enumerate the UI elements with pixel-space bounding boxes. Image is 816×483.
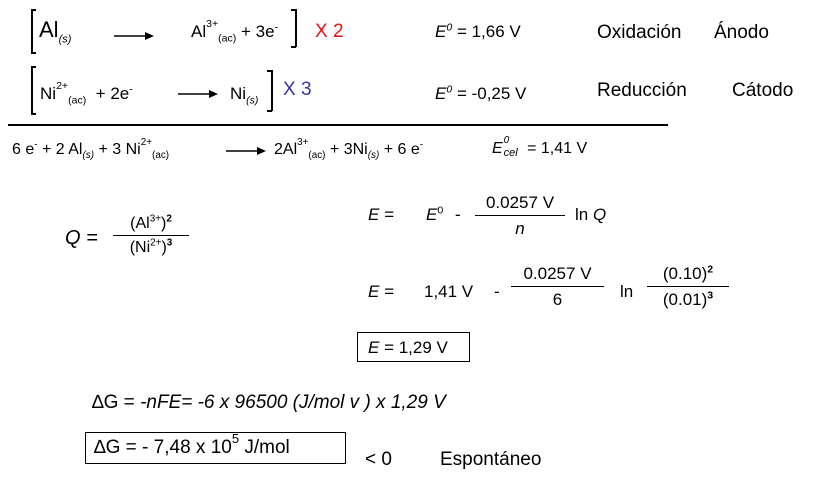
reaction2-bracket-left: [31, 66, 33, 114]
q-fraction-bar: [113, 235, 189, 237]
reaction2-product: Ni(s): [230, 84, 259, 107]
overall-products: 2Al3+(ac) + 3Ni(s) + 6 e-: [274, 136, 424, 162]
gibbs-conclusion: Espontáneo: [440, 449, 542, 470]
reaction1-process: Oxidación: [597, 22, 682, 43]
overall-reactants: 6 e- + 2 Al(s) + 3 Ni2+(ac): [12, 136, 170, 162]
nernst-sub-fraction-bar: [511, 286, 604, 288]
nernst-sub-numerator: 0.0257 V: [523, 264, 592, 283]
nernst-lhs: E =: [368, 205, 394, 224]
nernst-sub-q-numerator: (0.10)2: [662, 263, 714, 283]
reaction2-reactants: Ni2+(ac) + 2e-: [40, 80, 133, 107]
gibbs-comparison: < 0: [365, 449, 392, 470]
nernst-sub-fraction: 0.0257 V 6: [511, 264, 604, 310]
reaction2-electrode: Cátodo: [732, 80, 794, 101]
nernst-minus: -: [455, 205, 461, 224]
reaction2-process: Reducción: [597, 80, 687, 101]
reaction1-arrow: [114, 28, 154, 40]
nernst-e0: E0: [426, 204, 444, 224]
nernst-fraction: 0.0257 V n: [475, 193, 565, 239]
nernst-sub-q-denominator: (0.01)3: [662, 289, 714, 310]
reaction1-multiplier: X 2: [315, 21, 344, 42]
gibbs-formula: ∆G = -nFE= -6 x 96500 (J/mol v ) x 1,29 …: [92, 392, 446, 413]
reaction1-bracket-left-bottom: [31, 52, 36, 54]
nernst-sub-lhs: E =: [368, 282, 394, 301]
reaction1-bracket-right-bottom: [291, 46, 296, 48]
nernst-sub-ln: ln: [620, 282, 634, 301]
reaction1-reactant: Al(s): [39, 17, 72, 46]
reaction2-bracket-left-top: [31, 66, 36, 68]
reaction1-bracket-left-top: [31, 9, 36, 11]
overall-arrow: [226, 143, 266, 155]
q-denominator: (Ni2+)3: [129, 237, 173, 257]
nernst-sub-denominator: 6: [552, 290, 563, 310]
reaction2-bracket-right-bottom: [267, 110, 272, 112]
reaction2-arrow: [178, 86, 218, 98]
overall-cell-potential: E 0 cel = 1,41 V: [492, 135, 588, 159]
nernst-sub-minus: -: [494, 282, 500, 301]
nernst-sub-value: 1,41 V: [424, 282, 474, 301]
q-label: Q =: [65, 227, 98, 249]
reaction1-potential: E0 = 1,66 V: [435, 21, 521, 41]
sum-divider-line: [8, 124, 668, 126]
nernst-numerator: 0.0257 V: [485, 193, 555, 212]
reaction2-potential: E0 = -0,25 V: [435, 83, 527, 103]
gibbs-result-box: ∆G = - 7,48 x 105 J/mol: [85, 432, 346, 464]
q-numerator: (Al3+)2: [130, 213, 172, 232]
reaction1-products: Al3+(ac) + 3e-: [191, 18, 279, 45]
reaction1-electrode: Ánodo: [714, 22, 769, 43]
q-fraction: (Al3+)2 (Ni2+)3: [113, 213, 189, 257]
reaction1-bracket-right: [295, 9, 297, 47]
nernst-denominator: n: [515, 219, 525, 239]
reaction2-bracket-right: [271, 70, 273, 111]
nernst-fraction-bar: [475, 215, 565, 217]
reaction2-bracket-right-top: [267, 70, 272, 72]
reaction2-bracket-left-bottom: [31, 113, 36, 115]
reaction2-multiplier: X 3: [283, 79, 312, 100]
nernst-sub-q-fraction: (0.10)2 (0.01)3: [647, 264, 729, 310]
reaction1-bracket-left: [31, 9, 33, 53]
nernst-sub-q-fraction-bar: [647, 286, 729, 288]
reaction1-bracket-right-top: [291, 9, 296, 11]
nernst-ln-q: ln Q: [575, 205, 607, 224]
result-box: E = 1,29 V: [357, 332, 470, 362]
